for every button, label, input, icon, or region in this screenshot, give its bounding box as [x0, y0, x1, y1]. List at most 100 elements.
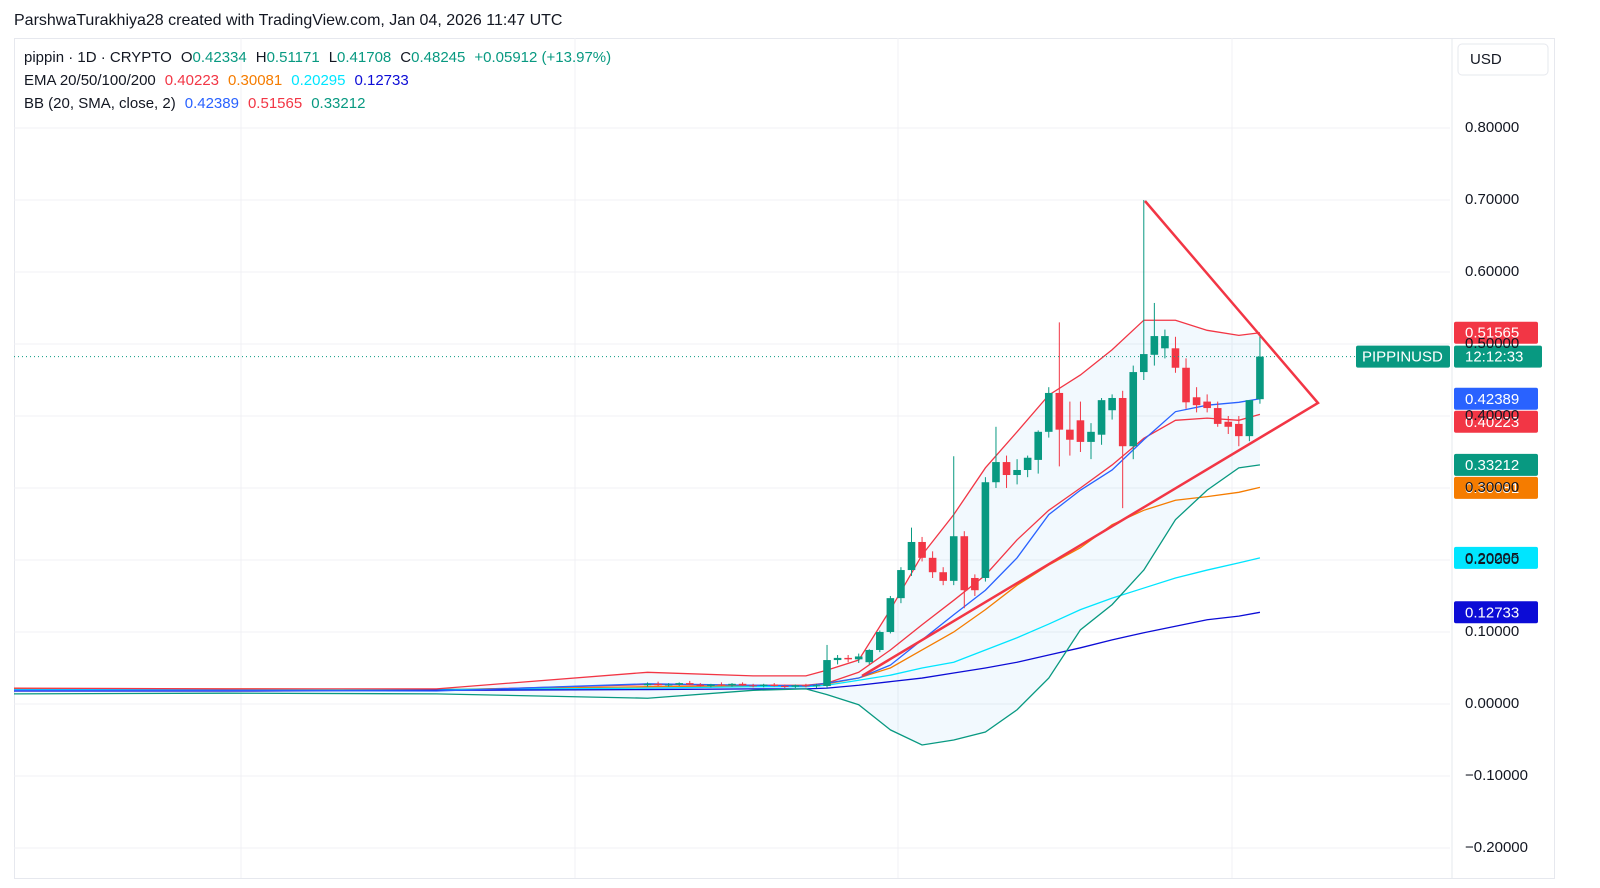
- candle-body: [685, 683, 694, 685]
- y-tick-label: 0.80000: [1465, 119, 1519, 136]
- candle-body: [876, 631, 884, 650]
- y-tick-label: −0.20000: [1465, 839, 1528, 856]
- legend-symbol-row: pippin · 1D · CRYPTO O0.42334 H0.51171 L0.4…: [24, 49, 611, 66]
- candle-body: [1055, 392, 1064, 430]
- ohlc-letter: C: [400, 49, 411, 66]
- currency-button[interactable]: [1457, 43, 1549, 76]
- candle-body: [1034, 431, 1043, 460]
- price-tag: 0.20295: [1465, 550, 1519, 567]
- countdown: 12:12:33: [1465, 349, 1523, 366]
- candle-body: [643, 683, 652, 686]
- indicator-name: BB (20, SMA, close, 2): [24, 95, 176, 112]
- indicator-value: 0.12733: [354, 72, 408, 89]
- candle-body: [728, 683, 736, 686]
- price-tag: 0.40223: [1465, 414, 1519, 431]
- ohlc-value: 0.42334: [193, 49, 247, 66]
- indicator-line: [14, 486, 1261, 691]
- candle-body: [865, 649, 874, 663]
- candle-body: [717, 684, 726, 686]
- y-tick-label: 0.50000: [1465, 335, 1519, 352]
- ohlc-value: 0.41708: [337, 49, 391, 66]
- ohlc-letter: O: [181, 49, 193, 66]
- candle-body: [844, 657, 852, 660]
- candle-body: [675, 683, 684, 685]
- y-tick-label: 0.20000: [1465, 551, 1519, 568]
- indicator-value: 0.30081: [228, 72, 282, 89]
- candle-body: [1108, 397, 1116, 411]
- candle-body: [833, 657, 842, 661]
- plot: [13, 199, 1450, 746]
- ohlc-letter: L: [329, 49, 337, 66]
- legend: pippin · 1D · CRYPTO O0.42334 H0.51171 L0.4…: [24, 49, 611, 112]
- y-tick-label: 0.30000: [1465, 479, 1519, 496]
- candle-body: [1213, 408, 1222, 424]
- indicator-line: [13, 464, 1261, 746]
- indicator-value: 0.20295: [291, 72, 345, 89]
- y-tick-label: 0.10000: [1465, 623, 1519, 640]
- indicator-value: 0.51565: [248, 95, 302, 112]
- legend-bb-row: BB (20, SMA, close, 2) 0.42389 0.51565 0.33…: [24, 95, 365, 112]
- candle-body: [1192, 397, 1201, 406]
- candle-body: [1097, 400, 1106, 435]
- price-tag-bg: [1454, 476, 1538, 499]
- symbol: pippin · 1D · CRYPTO: [24, 49, 172, 66]
- candle-body: [1118, 397, 1127, 447]
- candle-body: [1076, 420, 1085, 442]
- candle-body: [738, 683, 747, 686]
- candle-body: [707, 684, 715, 686]
- candle-body: [939, 572, 947, 581]
- price-tag-bg: [1454, 410, 1538, 433]
- candle-body: [960, 536, 969, 591]
- indicator-line: [14, 611, 1261, 692]
- candle-body: [1161, 336, 1169, 349]
- candle-body: [1129, 372, 1138, 447]
- attribution: ParshwaTurakhiya28 created with TradingV…: [14, 12, 562, 29]
- price-tag-bg: [1454, 321, 1538, 344]
- candle-body: [1235, 423, 1243, 437]
- change: +0.05912 (+13.97%): [474, 49, 611, 66]
- ticker-tag: PIPPINUSD: [1362, 349, 1443, 366]
- candle-body: [802, 685, 810, 687]
- candle-body: [949, 536, 958, 581]
- candle-body: [1066, 429, 1074, 440]
- candle-body: [1203, 401, 1211, 409]
- legend-ema-row: EMA 20/50/100/200 0.40223 0.30081 0.20295 0.…: [24, 72, 409, 89]
- chart-frame: [14, 38, 1555, 879]
- price-tag: 0.12733: [1465, 604, 1519, 621]
- candle-body: [791, 685, 800, 687]
- candle-body: [1002, 462, 1011, 476]
- indicator-value: 0.33212: [311, 95, 365, 112]
- currency[interactable]: USD: [1470, 51, 1502, 68]
- candle-body: [759, 684, 768, 686]
- countdown-bg: [1454, 345, 1542, 368]
- ohlc-value: 0.48245: [411, 49, 465, 66]
- candle-body: [1256, 356, 1264, 400]
- time-grid: [240, 38, 1233, 878]
- price-tag: 0.30081: [1465, 480, 1519, 497]
- candle-body: [696, 684, 705, 686]
- candle-body: [664, 684, 673, 686]
- candle-body: [780, 685, 789, 687]
- candle-body: [1139, 354, 1148, 373]
- candle-body: [1023, 457, 1032, 470]
- indicator-line: [14, 557, 1261, 691]
- candle-body: [992, 462, 1000, 483]
- candle-body: [854, 656, 863, 660]
- candle-body: [897, 570, 905, 599]
- y-tick-label: 0.60000: [1465, 263, 1519, 280]
- bb-fill: [14, 320, 1260, 746]
- indicator-value: 0.42389: [185, 95, 239, 112]
- price-tag: 0.42389: [1465, 391, 1519, 408]
- candle-body: [971, 577, 979, 591]
- candle-body: [1087, 431, 1095, 442]
- price-tag-bg: [1454, 387, 1538, 410]
- y-tick-label: 0.40000: [1465, 407, 1519, 424]
- candle-body: [886, 598, 895, 632]
- triangle-drawing: [861, 200, 1320, 678]
- ohlc-letter: H: [256, 49, 267, 66]
- ticker-tag-bg: [1356, 345, 1450, 368]
- y-tick-label: −0.10000: [1465, 767, 1528, 784]
- price-tags: 0.40223 0.30081 0.20295 0.12733 0.42389 0.515…: [1356, 321, 1542, 624]
- candle-body: [1182, 367, 1190, 403]
